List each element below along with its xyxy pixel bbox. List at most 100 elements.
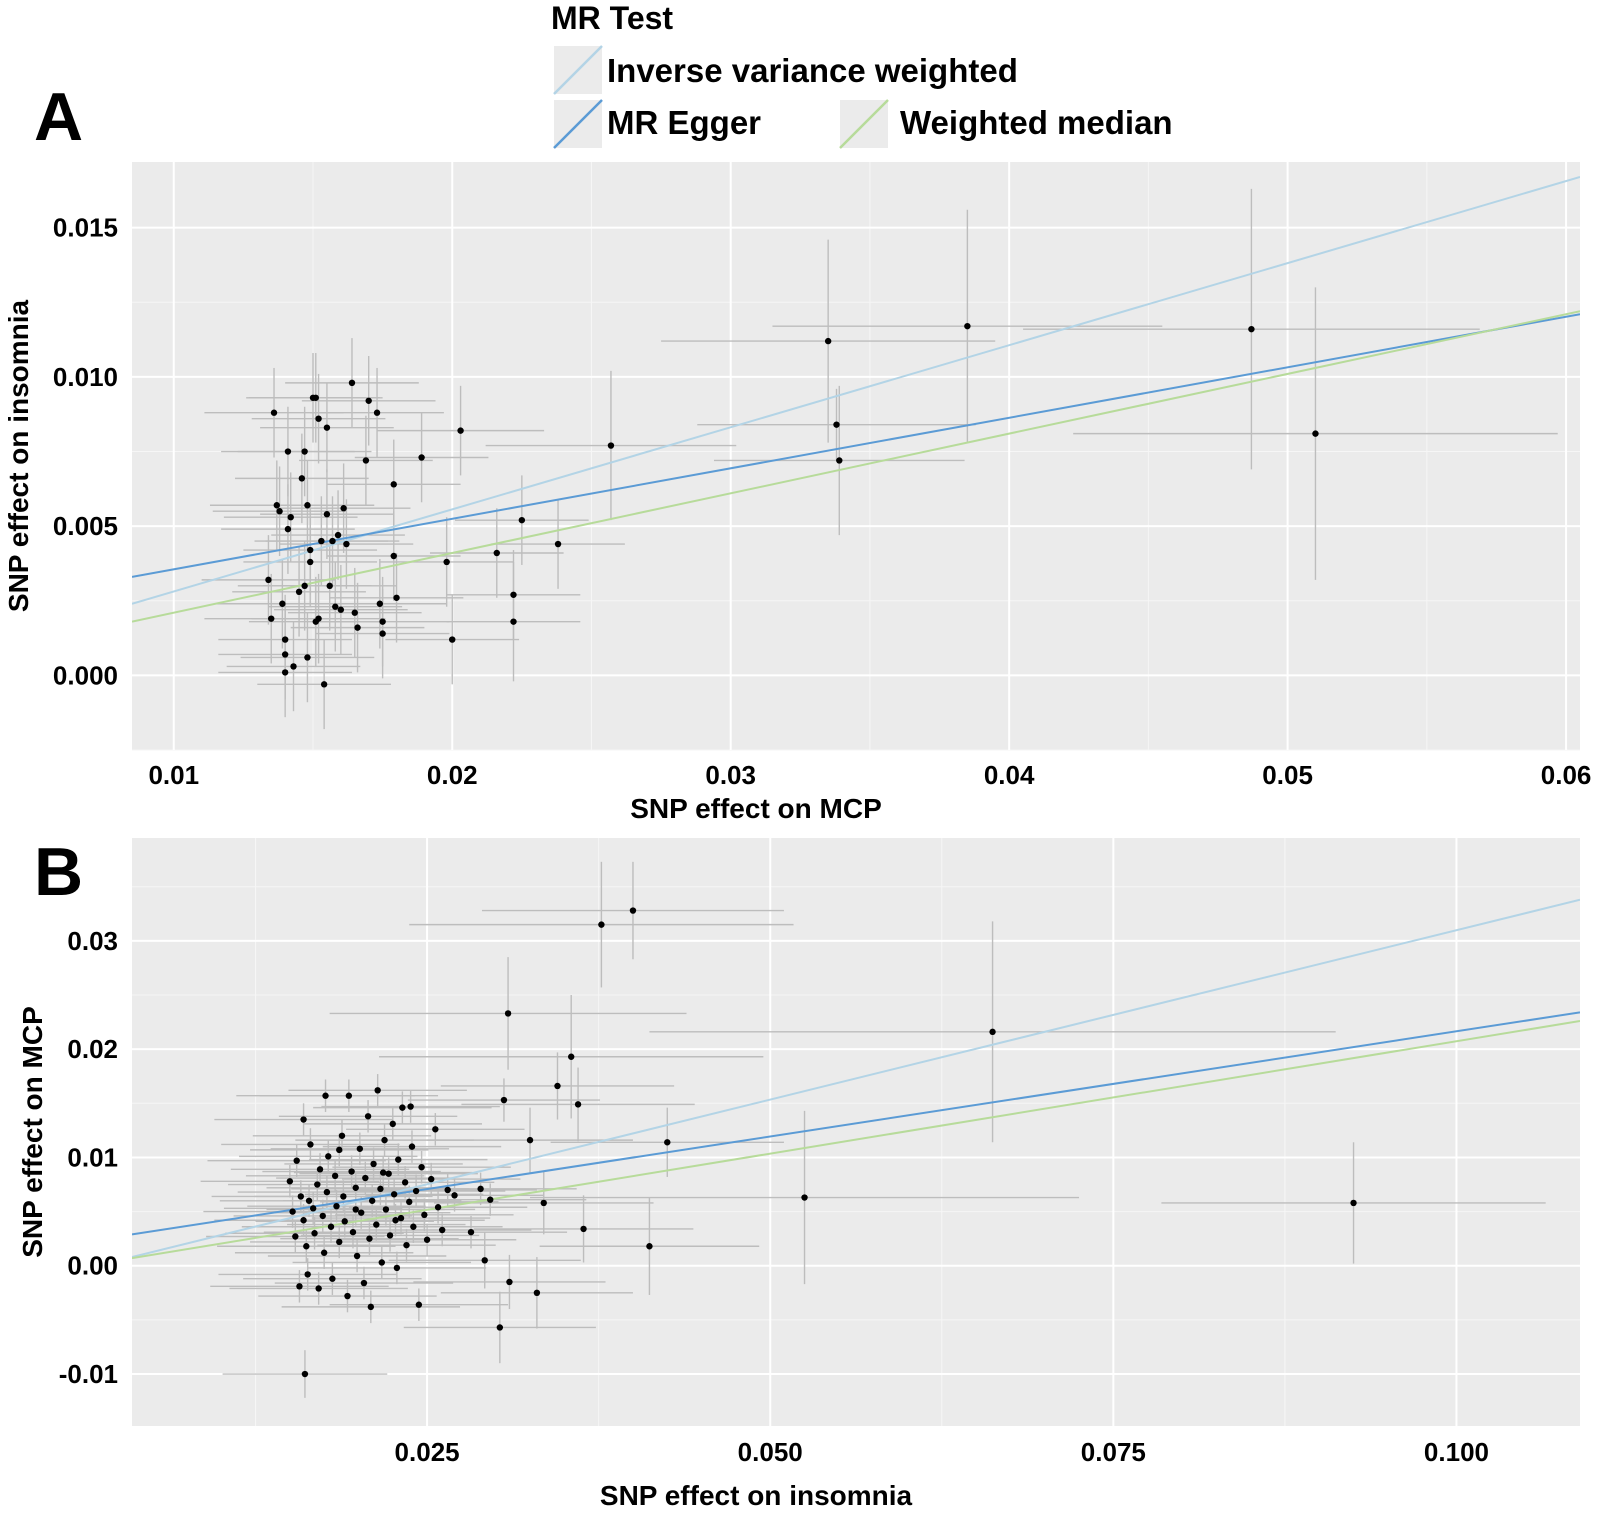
panel-letter-a: A <box>34 79 83 155</box>
snp-point <box>341 1218 348 1225</box>
snp-point <box>415 1301 423 1308</box>
snp-point <box>504 1010 512 1017</box>
snp-point <box>377 1185 384 1193</box>
y-tick-label: 0.00 <box>67 1251 118 1281</box>
snp-point <box>300 1217 307 1224</box>
x-tick-label: 0.06 <box>1541 760 1592 790</box>
snp-point <box>1248 325 1255 333</box>
snp-point <box>526 1136 534 1144</box>
snp-point <box>362 457 370 464</box>
snp-point <box>304 1271 311 1278</box>
legend: MR Test Inverse variance weighted MR Egg… <box>551 0 1173 149</box>
snp-point <box>311 1230 318 1237</box>
snp-point <box>399 1104 406 1111</box>
y-tick-label: 0.000 <box>53 660 118 690</box>
legend-label-mr-egger: MR Egger <box>607 104 761 141</box>
snp-point <box>432 1126 439 1133</box>
snp-point <box>393 594 400 601</box>
x-axis-title: SNP effect on MCP <box>630 793 882 824</box>
snp-point <box>332 603 339 610</box>
snp-point <box>366 1235 373 1242</box>
y-tick-label: 0.005 <box>53 511 118 541</box>
snp-point <box>329 537 336 545</box>
snp-point <box>301 582 308 590</box>
snp-point <box>598 921 605 928</box>
snp-point <box>580 1225 587 1233</box>
snp-point <box>301 1370 309 1378</box>
snp-point <box>303 1243 310 1250</box>
y-tick-label: 0.01 <box>67 1142 118 1172</box>
x-axis-title: SNP effect on insomnia <box>600 1480 913 1511</box>
snp-point <box>664 1139 671 1146</box>
snp-point <box>273 502 280 509</box>
legend-label-inverse-variance-weighted: Inverse variance weighted <box>607 52 1018 89</box>
snp-point <box>293 1157 300 1164</box>
snp-point <box>364 1113 372 1120</box>
snp-point <box>510 591 517 598</box>
snp-point <box>331 1172 339 1180</box>
snp-point <box>333 1202 340 1210</box>
snp-point <box>322 1092 329 1099</box>
snp-point <box>376 600 384 607</box>
snp-point <box>305 1197 313 1204</box>
plot-area <box>132 861 1580 1398</box>
x-tick-label: 0.050 <box>738 1437 803 1467</box>
snp-point <box>451 1192 458 1199</box>
snp-point <box>493 549 500 557</box>
snp-point <box>300 1116 307 1123</box>
snp-point <box>385 1170 392 1177</box>
regression-line-weighted-median <box>132 1020 1580 1260</box>
snp-point <box>336 1238 343 1246</box>
snp-point <box>444 1186 451 1194</box>
snp-point <box>265 576 272 584</box>
snp-point <box>268 615 275 622</box>
snp-point <box>379 618 386 625</box>
snp-point <box>1312 430 1319 437</box>
snp-point <box>801 1194 808 1201</box>
snp-point <box>496 1324 504 1331</box>
plot-background <box>132 162 1580 750</box>
snp-point <box>540 1199 547 1207</box>
snp-point <box>467 1228 475 1236</box>
snp-point <box>351 609 358 616</box>
snp-point <box>833 421 840 428</box>
snp-point <box>354 624 361 631</box>
y-tick-label: 0.015 <box>53 213 118 243</box>
snp-point <box>314 1181 321 1188</box>
snp-point <box>629 907 637 914</box>
snp-point <box>340 1193 347 1200</box>
snp-point <box>1350 1199 1357 1207</box>
x-tick-label: 0.02 <box>427 760 478 790</box>
snp-point <box>412 1187 420 1195</box>
snp-point <box>298 475 306 482</box>
snp-point <box>329 1275 336 1282</box>
snp-point <box>379 1169 387 1176</box>
snp-point <box>304 654 311 661</box>
snp-point <box>296 1283 303 1290</box>
x-tick-label: 0.04 <box>984 760 1035 790</box>
snp-point <box>315 1285 322 1292</box>
snp-point <box>353 1252 361 1260</box>
snp-point <box>518 516 526 524</box>
legend-label-weighted-median: Weighted median <box>900 104 1173 141</box>
snp-point <box>382 1206 390 1213</box>
snp-point <box>423 1236 431 1243</box>
snp-point <box>360 1279 368 1287</box>
snp-point <box>574 1101 582 1108</box>
snp-point <box>368 1197 376 1204</box>
snp-point <box>290 663 297 670</box>
x-tick-label: 0.05 <box>1262 760 1313 790</box>
snp-point <box>373 1221 380 1228</box>
snp-point <box>386 1232 394 1239</box>
snp-point <box>989 1028 996 1036</box>
snp-point <box>836 457 843 464</box>
snp-point <box>344 1292 351 1300</box>
snp-point <box>327 1223 335 1230</box>
y-axis-title: SNP effect on insomnia <box>3 299 34 612</box>
legend-item-inverse-variance-weighted: Inverse variance weighted <box>553 45 1018 95</box>
plot-area <box>132 175 1580 730</box>
snp-point <box>373 409 381 416</box>
snp-point <box>320 681 328 688</box>
legend-line-inverse-variance-weighted <box>553 45 603 95</box>
x-tick-label: 0.100 <box>1424 1437 1489 1467</box>
